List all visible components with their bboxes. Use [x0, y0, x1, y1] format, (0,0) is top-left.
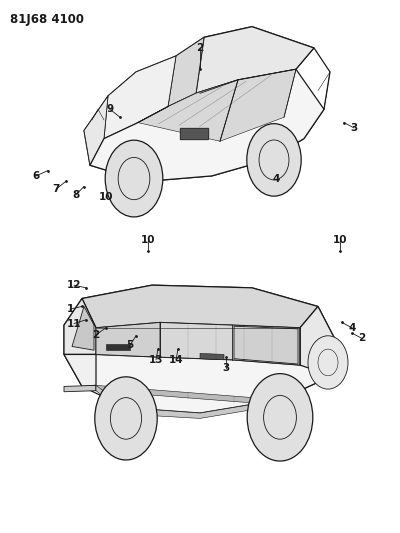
Polygon shape [84, 96, 108, 165]
Text: 8: 8 [72, 190, 80, 199]
Text: 7: 7 [52, 184, 60, 194]
Text: 4: 4 [348, 323, 356, 333]
Polygon shape [64, 322, 160, 386]
Text: 2: 2 [196, 43, 204, 53]
Polygon shape [200, 353, 224, 360]
Polygon shape [168, 37, 204, 107]
Text: 3: 3 [350, 123, 358, 133]
Text: 3: 3 [222, 363, 230, 373]
Polygon shape [180, 128, 208, 139]
Circle shape [109, 408, 119, 421]
Polygon shape [90, 69, 324, 181]
Text: 10: 10 [333, 235, 347, 245]
Text: 2: 2 [358, 334, 366, 343]
Text: 2: 2 [92, 330, 100, 340]
Polygon shape [72, 306, 94, 350]
Polygon shape [196, 27, 314, 93]
Polygon shape [104, 56, 176, 139]
Polygon shape [300, 306, 336, 376]
Circle shape [95, 377, 157, 460]
Text: 14: 14 [169, 355, 183, 365]
Text: 9: 9 [106, 104, 114, 114]
Polygon shape [64, 298, 96, 354]
Circle shape [247, 124, 301, 196]
Text: 6: 6 [32, 171, 40, 181]
Polygon shape [106, 344, 130, 350]
Polygon shape [96, 328, 332, 413]
Polygon shape [82, 285, 318, 328]
Text: 11: 11 [67, 319, 81, 328]
Text: 13: 13 [149, 355, 163, 365]
Text: 1: 1 [66, 304, 74, 314]
Text: 10: 10 [99, 192, 113, 202]
Polygon shape [160, 322, 300, 365]
Polygon shape [96, 322, 160, 357]
Polygon shape [234, 326, 298, 364]
Text: 12: 12 [67, 280, 81, 290]
Polygon shape [96, 385, 280, 405]
Text: 81J68 4100: 81J68 4100 [10, 13, 84, 26]
Text: 4: 4 [272, 174, 280, 183]
Circle shape [247, 374, 313, 461]
Circle shape [308, 336, 348, 389]
Polygon shape [138, 69, 296, 141]
Polygon shape [96, 385, 280, 418]
Circle shape [105, 140, 163, 217]
Polygon shape [64, 385, 96, 392]
Text: 5: 5 [126, 341, 134, 350]
Text: 10: 10 [141, 235, 155, 245]
